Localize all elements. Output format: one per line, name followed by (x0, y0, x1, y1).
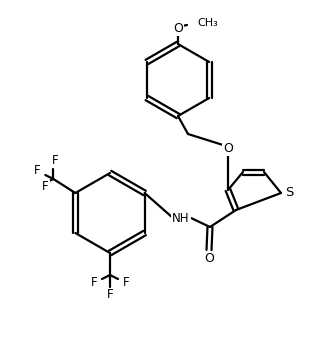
Text: O: O (223, 141, 233, 155)
Text: CH₃: CH₃ (197, 18, 218, 28)
Text: F: F (123, 276, 129, 289)
Text: F: F (34, 165, 41, 177)
Text: F: F (42, 180, 49, 194)
Text: F: F (91, 276, 97, 289)
Text: S: S (285, 187, 293, 199)
Text: F: F (52, 155, 59, 168)
Text: F: F (107, 288, 113, 302)
Text: NH: NH (172, 211, 190, 225)
Text: O: O (204, 252, 214, 265)
Text: O: O (173, 21, 183, 34)
